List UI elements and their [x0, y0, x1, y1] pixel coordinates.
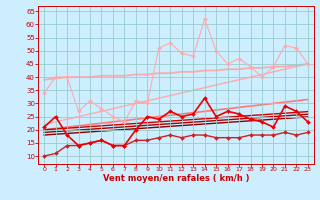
X-axis label: Vent moyen/en rafales ( km/h ): Vent moyen/en rafales ( km/h ) [103, 174, 249, 183]
